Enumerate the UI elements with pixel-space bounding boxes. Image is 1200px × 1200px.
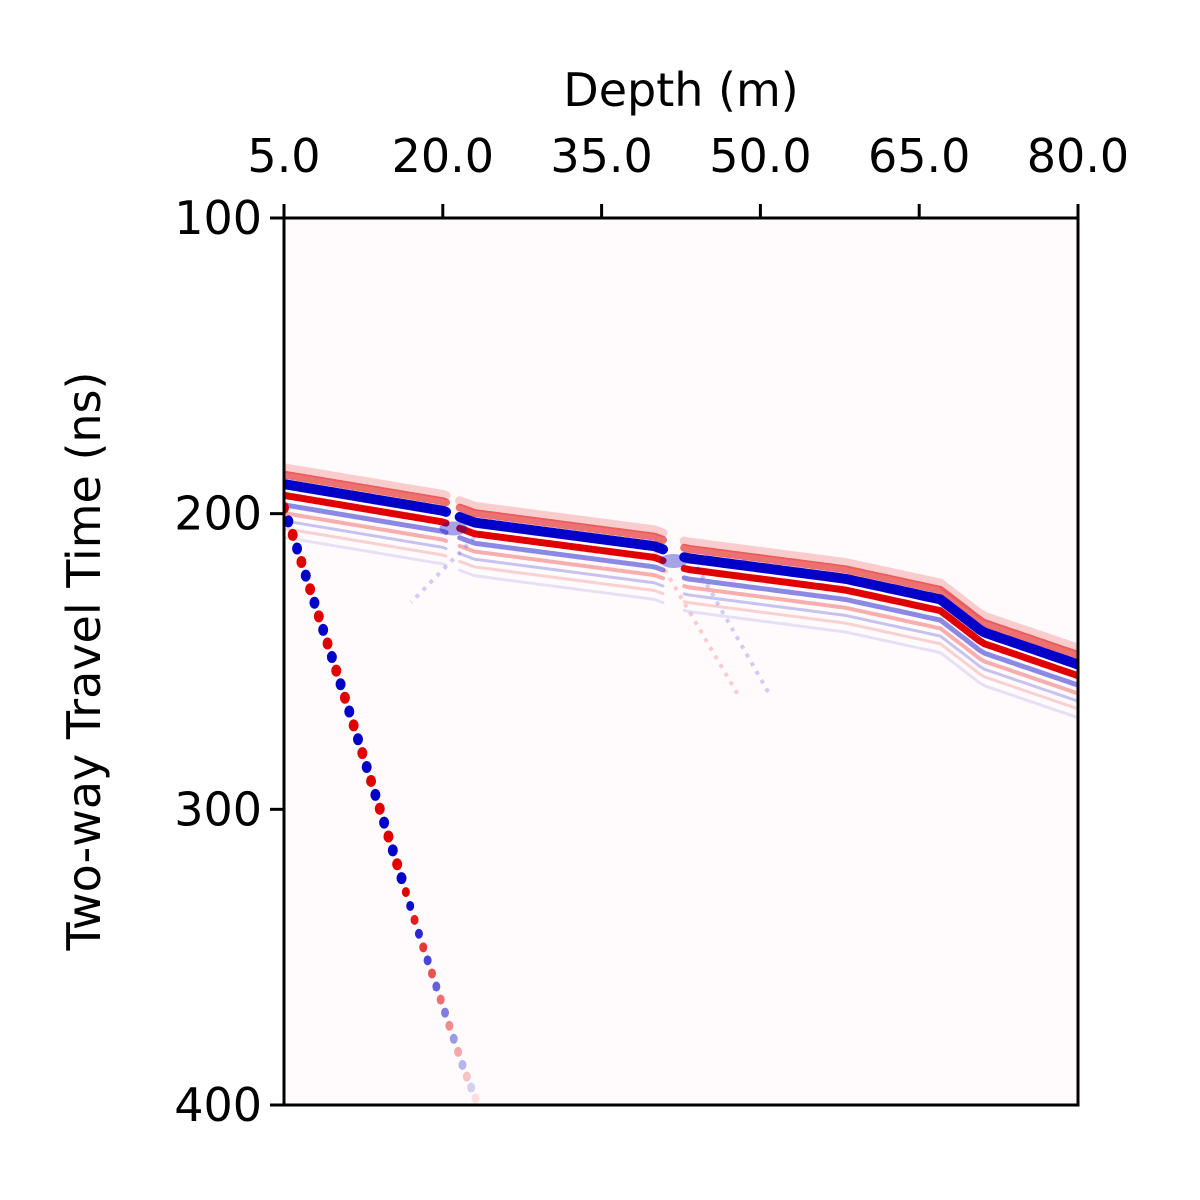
direct-wave-dot <box>374 802 385 815</box>
reflector-band <box>458 559 665 596</box>
y-tick-label: 200 <box>174 487 262 541</box>
radargram-image <box>284 463 1078 1105</box>
y-axis-ticks: 100 200 300 400 <box>174 191 284 1132</box>
y-tick-label: 100 <box>174 191 262 245</box>
direct-wave-dot <box>326 651 337 664</box>
direct-wave-dot <box>410 914 419 925</box>
reflector-band <box>284 519 448 551</box>
reflector-band <box>456 524 667 565</box>
diffraction-blob <box>439 521 468 536</box>
direct-wave-dot <box>357 747 368 760</box>
direct-wave-dot <box>396 872 407 885</box>
reflector-band <box>458 552 665 588</box>
direct-wave-dot <box>300 569 311 582</box>
y-tick-label: 400 <box>174 1078 262 1132</box>
direct-wave-dot <box>471 1093 480 1104</box>
reflector-band <box>284 463 451 501</box>
direct-wave-dot <box>406 900 415 911</box>
direct-wave-dot <box>322 637 333 650</box>
direct-wave-dot <box>335 678 346 691</box>
diffraction-limb <box>652 551 741 698</box>
reflector-band <box>284 491 450 527</box>
reflector-band <box>454 512 668 555</box>
direct-wave-dot <box>392 858 403 871</box>
direct-wave-dot <box>292 542 303 555</box>
direct-wave-dot <box>344 705 355 718</box>
reflector-band <box>679 552 1078 670</box>
direct-wave-dot <box>318 623 329 636</box>
direct-wave-dot <box>366 774 377 787</box>
direct-wave-dot <box>361 761 372 774</box>
direct-wave-dot <box>348 719 359 732</box>
reflector-band <box>284 479 451 517</box>
x-tick-label: 50.0 <box>709 129 811 183</box>
direct-wave-dot <box>436 994 445 1005</box>
reflector-band <box>458 568 665 605</box>
direct-wave-dot <box>305 583 316 596</box>
x-tick-label: 20.0 <box>392 129 494 183</box>
direct-wave-dot <box>432 981 441 992</box>
direct-wave-dot <box>414 928 423 939</box>
reflector-band <box>284 535 448 567</box>
reflector-band <box>682 584 1078 696</box>
reflector-band <box>284 527 448 558</box>
direct-wave-dot <box>313 610 324 623</box>
direct-wave-dot <box>284 515 294 528</box>
reflector-band <box>682 608 1078 720</box>
reflector-band <box>455 496 668 538</box>
x-tick-label: 65.0 <box>868 129 970 183</box>
reflector-band <box>682 592 1078 703</box>
reflector-band <box>681 575 1078 688</box>
direct-wave-dot <box>462 1071 471 1082</box>
x-axis-ticks: 5.0 20.0 35.0 50.0 65.0 80.0 <box>247 129 1129 218</box>
reflector-band <box>284 511 448 543</box>
axes-frame <box>282 216 1080 1107</box>
direct-wave-dot <box>419 942 428 953</box>
reflector-band <box>455 503 667 544</box>
direct-wave-dot <box>387 844 398 857</box>
y-tick-label: 300 <box>174 782 262 836</box>
x-tick-label: 5.0 <box>247 129 320 183</box>
direct-wave-dot <box>331 664 342 677</box>
reflector-band <box>682 600 1078 711</box>
direct-wave-dot <box>467 1082 476 1093</box>
direct-wave-dot <box>454 1046 463 1057</box>
direct-wave-dot <box>458 1059 467 1070</box>
x-tick-label: 80.0 <box>1027 129 1129 183</box>
direct-wave-dot <box>401 887 410 898</box>
reflector-band <box>284 470 450 507</box>
diffraction-blob <box>659 553 688 568</box>
y-axis-label: Two-way Travel Time (ns) <box>57 372 111 952</box>
direct-wave-dot <box>370 788 381 801</box>
direct-wave-dot <box>352 733 363 746</box>
reflector-band <box>679 536 1078 653</box>
plot-area <box>284 218 1078 1105</box>
direct-wave-dot <box>383 830 394 843</box>
direct-wave-dot <box>449 1033 458 1044</box>
reflector-band <box>680 543 1078 659</box>
direct-wave-dot <box>287 528 298 541</box>
direct-wave-dot <box>339 691 350 704</box>
direct-wave-dot <box>296 556 307 569</box>
x-axis-label: Depth (m) <box>563 63 798 117</box>
reflector-band <box>284 502 449 536</box>
reflector-band <box>457 535 666 573</box>
direct-wave-dot <box>427 968 436 979</box>
direct-wave-dot <box>423 955 432 966</box>
direct-wave-dot <box>441 1007 450 1018</box>
direct-wave-dot <box>379 816 390 829</box>
direct-wave-dot <box>309 596 320 609</box>
reflector-band <box>680 565 1078 680</box>
direct-wave-dot <box>445 1020 454 1031</box>
x-tick-label: 35.0 <box>550 129 652 183</box>
reflector-band <box>457 544 665 581</box>
